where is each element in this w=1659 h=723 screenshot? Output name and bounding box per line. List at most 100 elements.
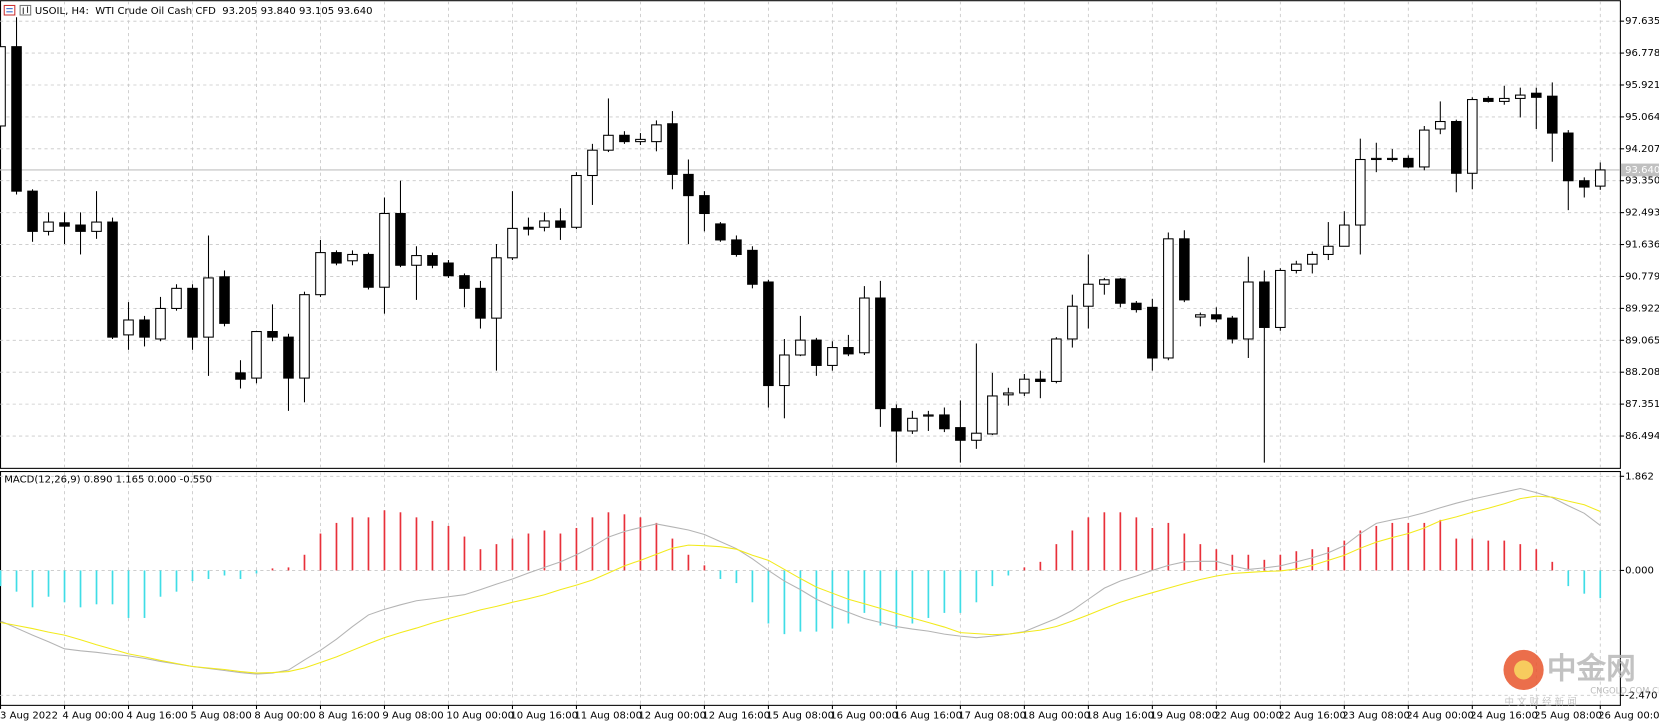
icon [3,4,16,16]
x-tick-label: 17 Aug 08:00 [958,710,1026,721]
candle-body [1259,281,1270,328]
candle-body [763,281,774,387]
candle-body [795,339,806,356]
candle-body [1339,224,1350,247]
y-tick-label: 90.779 [1625,271,1659,282]
candle-body [1291,263,1302,271]
candle-body [619,134,630,143]
candle-body [1515,94,1526,99]
x-tick-label: 22 Aug 16:00 [1278,710,1346,721]
candle-body [235,372,246,380]
x-tick-label: 25 Aug 08:00 [1534,710,1602,721]
candle-body [59,222,70,227]
candle-body [1387,157,1398,161]
candle-body [43,221,54,232]
candle-body [939,414,950,430]
candle-body [379,212,390,288]
candle-body [395,212,406,266]
y-tick-label: 0.000 [1625,565,1654,576]
candle-body [1051,338,1062,382]
candle-body [1003,392,1014,396]
icon [19,4,32,16]
y-tick-label: 97.635 [1625,16,1659,27]
candle-body [427,255,438,266]
candle-body [1483,97,1494,102]
x-tick-label: 9 Aug 08:00 [382,710,443,721]
candle-body [11,46,22,192]
candle-body [171,287,182,309]
candle-body [955,427,966,441]
x-tick-label: 23 Aug 08:00 [1342,710,1410,721]
candle-body [971,432,982,441]
candle-body [331,252,342,264]
candle-body [0,46,6,127]
candle-body [75,224,86,232]
candle-body [219,276,230,324]
x-tick-label: 26 Aug 00:00 [1598,710,1659,721]
candle-body [1115,278,1126,304]
x-tick-label: 16 Aug 16:00 [894,710,962,721]
candle-body [1243,281,1254,340]
candle-body [1211,314,1222,320]
candle-body [587,149,598,177]
candle-body [443,262,454,277]
y-tick-label: 89.922 [1625,303,1659,314]
watermark-url: CNGOLD.COM.CN [1590,686,1659,696]
y-tick-label: 92.493 [1625,208,1659,219]
x-tick-label: 5 Aug 08:00 [190,710,251,721]
y-tick-label: 95.921 [1625,80,1659,91]
candle-body [891,408,902,432]
candle-body [827,347,838,366]
candle-body [1467,99,1478,174]
candle-body [603,134,614,151]
candle-body [715,223,726,241]
x-tick-label: 3 Aug 2022 [0,710,58,721]
candle-body [1355,158,1366,226]
y-tick-label: 1.862 [1625,471,1654,482]
candle-body [539,220,550,228]
candle-body [987,395,998,435]
candle-body [1451,120,1462,174]
y-tick-label: 87.351 [1625,399,1659,410]
candle-body [507,227,518,259]
candle-body [315,252,326,296]
watermark-brand: 中金网 [1547,651,1636,685]
candle-body [907,417,918,432]
candle-body [1179,238,1190,301]
x-tick-label: 10 Aug 00:00 [446,710,514,721]
x-tick-label: 24 Aug 00:00 [1406,710,1474,721]
candle-body [779,354,790,387]
y-tick-label: 86.494 [1625,431,1659,442]
candle-body [1323,245,1334,255]
candle-body [1035,378,1046,382]
candle-body [843,347,854,355]
x-tick-label: 11 Aug 08:00 [574,710,642,721]
candle-body [107,221,118,338]
candle-body [1403,157,1414,168]
candle-body [123,319,134,336]
candle-body [251,331,262,379]
x-tick-label: 19 Aug 08:00 [1150,710,1218,721]
candle-body [859,297,870,354]
x-tick-label: 8 Aug 16:00 [318,710,379,721]
candle-body [1578,180,1590,188]
candle-body [811,339,822,366]
candle-body [875,297,886,410]
x-tick-label: 16 Aug 00:00 [830,710,898,721]
watermark: 中金网 CNGOLD.COM.CN 中 文 财 经 新 闻 [1503,649,1659,708]
x-tick-label: 24 Aug 16:00 [1470,710,1538,721]
candle-body [1307,253,1318,265]
x-tick-label: 22 Aug 00:00 [1214,710,1282,721]
candle-body [1419,129,1430,168]
x-tick-label: 8 Aug 00:00 [254,710,315,721]
candle-body [1435,120,1446,130]
candle-body [411,255,422,266]
candle-body [1163,238,1174,359]
y-tick-label: 89.065 [1625,335,1659,346]
candle-body [1099,279,1110,285]
candle-body [139,319,150,338]
y-tick-label: -2.470 [1625,690,1657,701]
candle-body [1562,132,1574,182]
